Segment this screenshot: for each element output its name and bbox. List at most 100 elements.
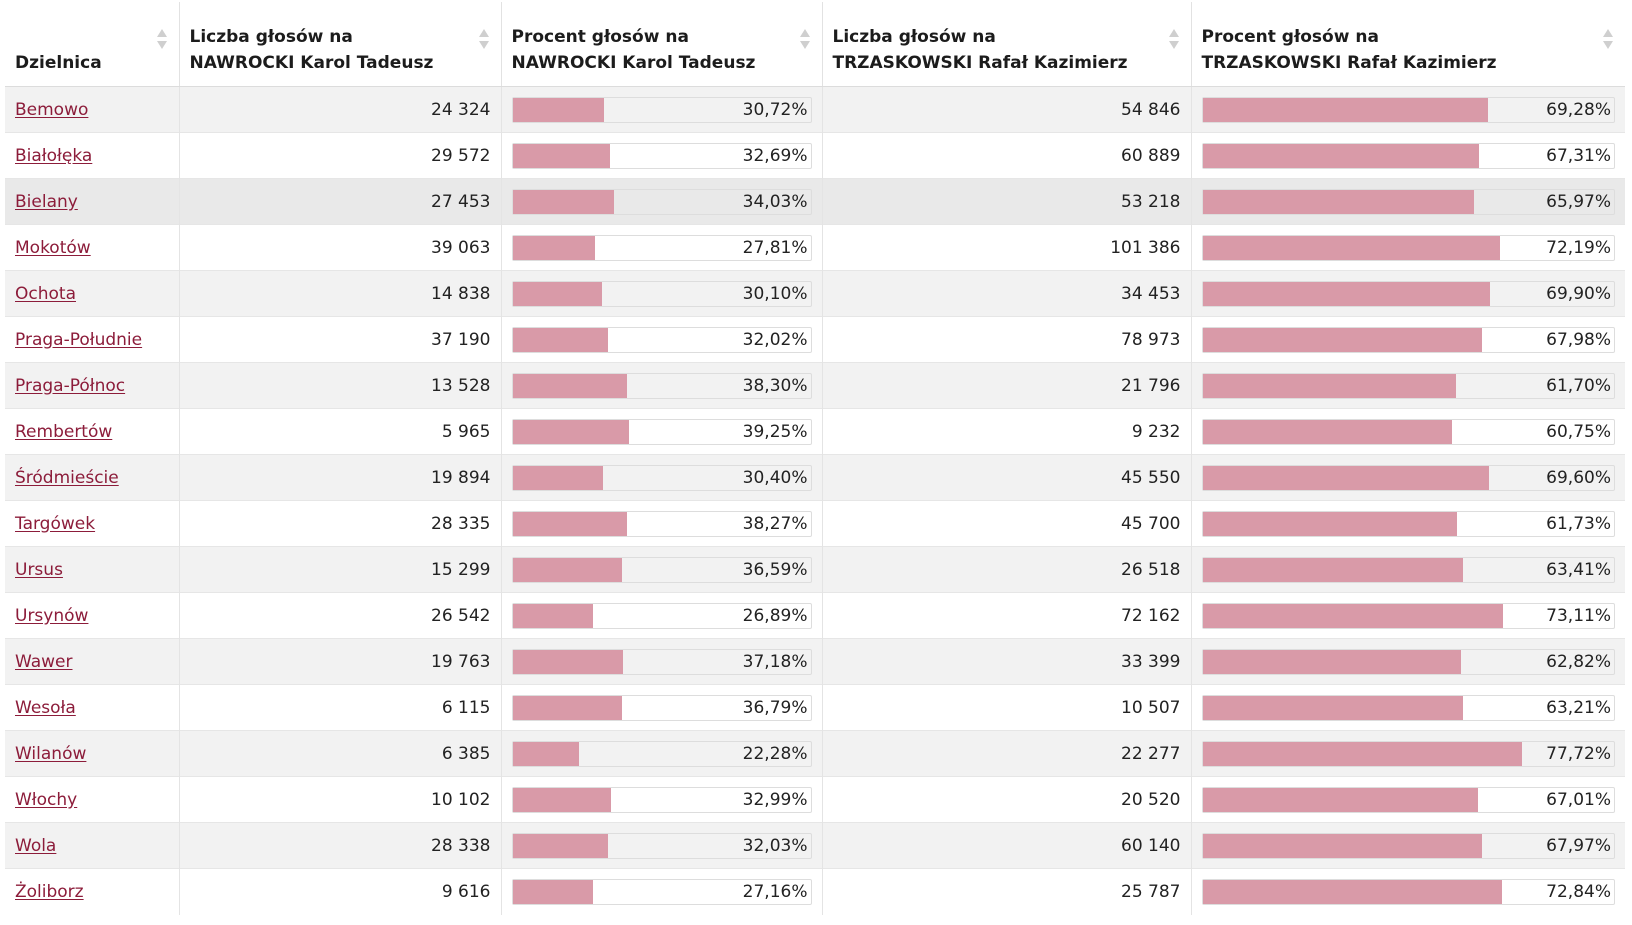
table-row: Włochy 10 102 32,99% 20 520 67,01% [5,776,1625,823]
column-header-line2: NAWROCKI Karol Tadeusz [189,53,434,73]
district-cell: Wilanów [5,730,180,777]
sort-icon[interactable] [478,29,489,51]
trzaskowski-percent-cell: 73,11% [1191,592,1625,639]
percent-bar-fill [1202,557,1464,582]
percent-bar-fill [1202,235,1500,260]
district-link[interactable]: Praga-Północ [15,375,126,396]
trzaskowski-percent-cell: 60,75% [1191,408,1625,455]
district-cell: Bielany [5,178,180,225]
sort-icon[interactable] [1603,29,1613,51]
sort-icon[interactable] [799,29,810,51]
district-cell: Mokotów [5,224,180,271]
district-link[interactable]: Bielany [15,191,78,212]
trzaskowski-percent-cell: 67,01% [1191,776,1625,823]
district-link[interactable]: Białołęka [15,145,93,166]
table-row: Rembertów 5 965 39,25% 9 232 60,75% [5,408,1625,455]
trzaskowski-votes-cell: 53 218 [822,178,1192,225]
percent-label: 61,70% [1546,375,1611,396]
nawrocki-votes-cell: 37 190 [179,316,502,363]
district-link[interactable]: Wawer [15,651,73,672]
percent-bar-track: 32,03% [511,832,812,859]
district-link[interactable]: Wilanów [15,743,87,764]
percent-bar-fill [512,511,627,536]
nawrocki-percent-cell: 37,18% [501,638,823,685]
district-link[interactable]: Praga-Południe [15,329,143,350]
district-link[interactable]: Wola [15,835,57,856]
column-header-line1: Liczba głosów na [189,27,353,47]
district-cell: Wola [5,822,180,869]
percent-label: 32,02% [742,329,808,350]
trzaskowski-votes-cell: 34 453 [822,270,1192,317]
percent-bar-fill [1202,143,1480,168]
column-header-line1: Procent głosów na [1201,27,1379,47]
nawrocki-votes-cell: 10 102 [179,776,502,823]
nawrocki-votes-cell: 28 335 [179,500,502,547]
district-link[interactable]: Wesoła [15,697,76,718]
district-cell: Wawer [5,638,180,685]
percent-label: 60,75% [1546,421,1611,442]
percent-label: 61,73% [1546,513,1611,534]
district-link[interactable]: Rembertów [15,421,113,442]
trzaskowski-votes-cell: 20 520 [822,776,1192,823]
column-header-district[interactable]: Dzielnica [5,2,180,87]
trzaskowski-percent-cell: 63,21% [1191,684,1625,731]
district-link[interactable]: Targówek [15,513,96,534]
district-link[interactable]: Śródmieście [15,467,119,488]
column-header-nawrocki-votes[interactable]: Liczba głosów na NAWROCKI Karol Tadeusz [179,2,502,87]
percent-bar-fill [1202,649,1461,674]
percent-bar-fill [1202,281,1491,306]
percent-bar-track: 34,03% [511,188,812,215]
percent-label: 38,30% [742,375,808,396]
percent-bar-track: 32,02% [511,326,812,353]
percent-label: 38,27% [742,513,808,534]
trzaskowski-percent-cell: 72,84% [1191,868,1625,915]
district-cell: Rembertów [5,408,180,455]
trzaskowski-votes-cell: 72 162 [822,592,1192,639]
sort-icon[interactable] [1168,29,1179,51]
nawrocki-percent-cell: 32,03% [501,822,823,869]
percent-label: 77,72% [1546,743,1611,764]
table-row: Targówek 28 335 38,27% 45 700 61,73% [5,500,1625,547]
trzaskowski-percent-cell: 72,19% [1191,224,1625,271]
trzaskowski-votes-cell: 54 846 [822,86,1192,133]
percent-bar-fill [1202,97,1488,122]
district-link[interactable]: Włochy [15,789,78,810]
district-cell: Włochy [5,776,180,823]
nawrocki-percent-cell: 30,10% [501,270,823,317]
table-row: Wawer 19 763 37,18% 33 399 62,82% [5,638,1625,685]
table-row: Białołęka 29 572 32,69% 60 889 67,31% [5,132,1625,179]
trzaskowski-percent-cell: 69,60% [1191,454,1625,501]
percent-bar-fill [512,327,608,352]
district-link[interactable]: Ochota [15,283,76,304]
district-link[interactable]: Bemowo [15,99,89,120]
results-table: Dzielnica Liczba głosów na NAWROCKI Karo… [5,2,1625,915]
table-row: Ursynów 26 542 26,89% 72 162 73,11% [5,592,1625,639]
percent-bar-fill [1202,327,1483,352]
district-link[interactable]: Mokotów [15,237,91,258]
column-header-trzaskowski-percent[interactable]: Procent głosów na TRZASKOWSKI Rafał Kazi… [1191,2,1625,87]
sort-icon[interactable] [156,29,167,51]
column-header-line2: TRZASKOWSKI Rafał Kazimierz [832,53,1128,73]
district-link[interactable]: Ursus [15,559,63,580]
trzaskowski-votes-cell: 45 550 [822,454,1192,501]
results-table-body: Bemowo 24 324 30,72% 54 846 69,28% Białołęka 2… [5,86,1625,915]
percent-label: 69,90% [1546,283,1611,304]
trzaskowski-votes-cell: 26 518 [822,546,1192,593]
percent-bar-fill [512,557,622,582]
district-link[interactable]: Żoliborz [15,881,84,902]
percent-bar-fill [512,281,603,306]
percent-bar-track: 69,60% [1201,464,1615,491]
column-header-trzaskowski-votes[interactable]: Liczba głosów na TRZASKOWSKI Rafał Kazim… [822,2,1192,87]
percent-bar-fill [512,373,627,398]
column-header-line1: Dzielnica [15,53,102,73]
district-link[interactable]: Ursynów [15,605,89,626]
percent-bar-track: 77,72% [1201,740,1615,767]
district-cell: Ursus [5,546,180,593]
percent-bar-track: 38,30% [511,372,812,399]
percent-label: 62,82% [1546,651,1611,672]
column-header-line2: TRZASKOWSKI Rafał Kazimierz [1201,53,1497,73]
column-header-nawrocki-percent[interactable]: Procent głosów na NAWROCKI Karol Tadeusz [501,2,823,87]
percent-label: 22,28% [742,743,808,764]
percent-bar-track: 30,40% [511,464,812,491]
nawrocki-percent-cell: 30,40% [501,454,823,501]
